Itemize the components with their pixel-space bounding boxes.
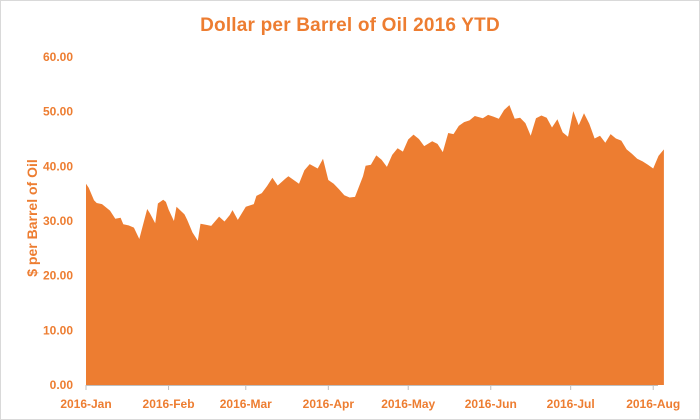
y-tick-label: 0.00 xyxy=(50,378,74,392)
y-tick-label: 20.00 xyxy=(43,269,73,283)
x-tick-label: 2016-Aug xyxy=(626,397,680,411)
y-tick-label: 30.00 xyxy=(43,214,73,228)
x-tick-label: 2016-Mar xyxy=(220,397,272,411)
y-tick-label: 50.00 xyxy=(43,105,73,119)
y-tick-label: 10.00 xyxy=(43,323,73,337)
axis-layer xyxy=(85,385,658,390)
x-tick-label: 2016-Jul xyxy=(547,397,595,411)
y-tick-labels: 0.00 10.00 20.00 30.00 40.00 50.00 60.00 xyxy=(43,50,73,392)
y-tick-label: 60.00 xyxy=(43,50,73,64)
x-tick-labels: 2016-Jan 2016-Feb 2016-Mar 2016-Apr 2016-May… xyxy=(60,397,680,411)
chart-title: Dollar per Barrel of Oil 2016 YTD xyxy=(200,15,500,36)
y-tick-label: 40.00 xyxy=(43,159,73,173)
x-tick-label: 2016-Apr xyxy=(303,397,355,411)
area-layer xyxy=(86,105,664,385)
x-tick-label: 2016-Feb xyxy=(143,397,195,411)
x-tick-label: 2016-Jun xyxy=(465,397,517,411)
oil-price-area xyxy=(86,105,664,385)
x-tick-label: 2016-May xyxy=(381,397,435,411)
x-tick-label: 2016-Jan xyxy=(60,397,111,411)
